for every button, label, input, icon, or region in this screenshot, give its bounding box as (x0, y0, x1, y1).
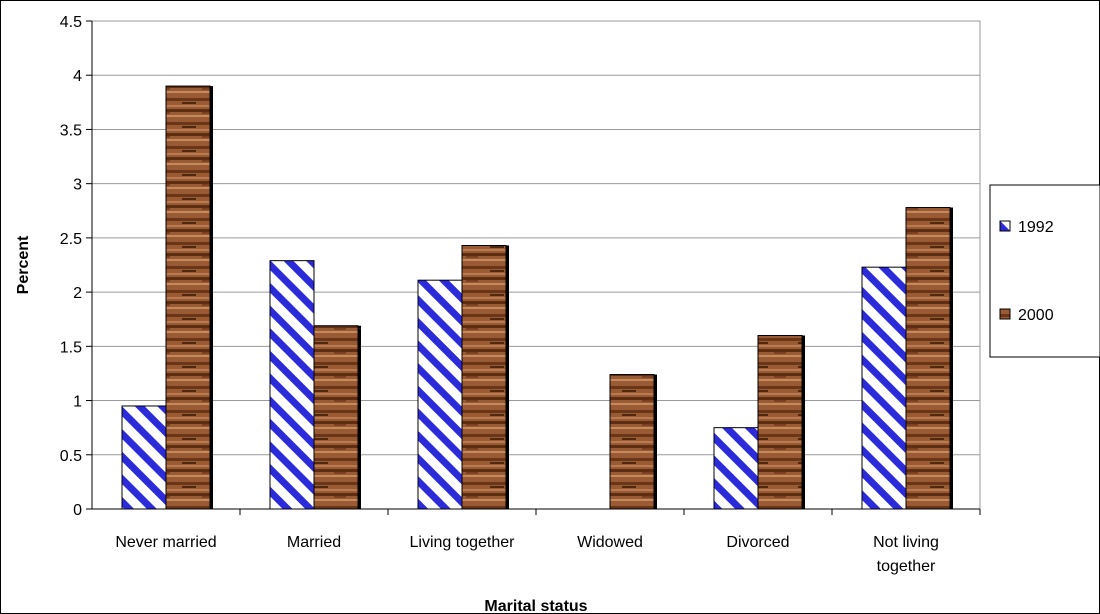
x-axis-title: Marital status (484, 598, 587, 614)
y-tick-label: 2.5 (60, 231, 82, 248)
legend: 1992 2000 (989, 184, 1100, 358)
y-tick-label: 4 (73, 68, 82, 85)
legend-box (989, 184, 1100, 358)
y-tick-label: 4.5 (60, 14, 82, 31)
legend-swatch-1992 (999, 220, 1011, 232)
x-category-label: together (877, 558, 936, 575)
y-tick-labels: 0 0.5 1 1.5 2 2.5 3 3.5 4 4.5 (60, 14, 92, 519)
bar-1992-0 (121, 405, 167, 510)
bar-1992-2 (417, 279, 463, 510)
y-tick-label: 0 (73, 502, 82, 519)
bar-shadow (358, 328, 361, 509)
bar-shadow (210, 89, 213, 510)
bar-2000-5 (905, 207, 951, 510)
bar-2000-1 (313, 325, 359, 510)
bar-1992-4 (713, 427, 759, 510)
bar-shadow (802, 338, 805, 509)
gridlines (92, 20, 980, 456)
x-category-label: Divorced (726, 534, 789, 551)
x-category-label: Married (287, 534, 341, 551)
y-tick-label: 1 (73, 394, 82, 411)
y-tick-label: 3 (73, 177, 82, 194)
y-axis-title: Percent (15, 235, 32, 294)
x-category-label: Not living (873, 534, 939, 551)
bar-1992-1 (269, 260, 315, 510)
bar-1992-5 (861, 266, 907, 510)
y-tick-label: 3.5 (60, 122, 82, 139)
bar-2000-0 (165, 85, 211, 510)
bar-shadow (506, 248, 509, 510)
y-tick-label: 2 (73, 285, 82, 302)
x-category-label: Never married (115, 534, 216, 551)
legend-label-2000: 2000 (1018, 307, 1054, 324)
bar-2000-2 (461, 244, 507, 510)
plot-area (91, 20, 981, 510)
bar-shadow (950, 210, 953, 509)
legend-label-1992: 1992 (1018, 219, 1054, 236)
legend-swatch-2000 (999, 308, 1011, 320)
bar-shadow (654, 377, 657, 509)
bar-2000-3 (609, 374, 655, 510)
y-tick-label: 1.5 (60, 339, 82, 356)
y-tick-label: 0.5 (60, 448, 82, 465)
bar-2000-4 (757, 334, 803, 510)
x-category-label: Widowed (577, 534, 643, 551)
x-category-label: Living together (410, 534, 516, 551)
x-category-labels: Never married Married Living together Widow… (115, 509, 981, 575)
bars (121, 85, 953, 510)
